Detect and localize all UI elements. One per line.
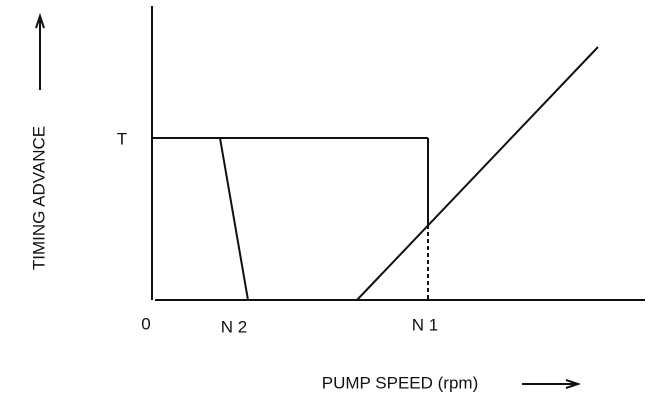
n2-slope-line [219,137,249,301]
y-axis-title: TIMING ADVANCE [29,126,48,270]
n2-label: N 2 [221,317,247,336]
y-arrow-head [35,12,45,29]
x-arrow-head [565,379,582,389]
rising-line [356,46,599,301]
n1-label: N 1 [412,315,438,334]
x-axis-title: PUMP SPEED (rpm) [322,373,479,392]
origin-label: 0 [141,314,150,333]
t-label: T [117,129,127,148]
